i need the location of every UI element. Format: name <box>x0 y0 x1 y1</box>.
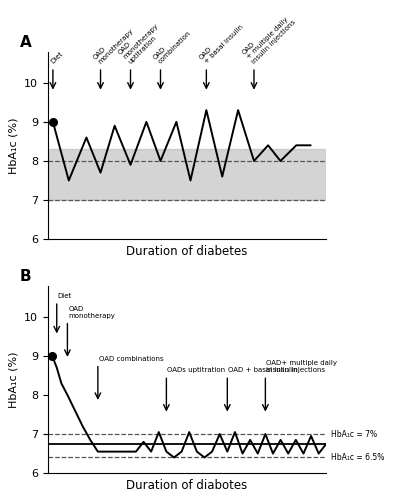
Text: OAD
monotherapy: OAD monotherapy <box>92 23 134 65</box>
X-axis label: Duration of diabetes: Duration of diabetes <box>126 244 248 258</box>
Text: B: B <box>20 268 31 283</box>
Text: Diet: Diet <box>50 51 64 65</box>
Text: Diet: Diet <box>57 293 72 299</box>
Y-axis label: HbA₁c (%): HbA₁c (%) <box>8 351 18 408</box>
Text: HbA₁c = 6.5%: HbA₁c = 6.5% <box>331 453 384 462</box>
Text: A: A <box>20 34 31 50</box>
X-axis label: Duration of diabotes: Duration of diabotes <box>126 478 248 492</box>
Text: OAD
combination: OAD combination <box>152 25 192 65</box>
Text: OAD + basal insulin: OAD + basal insulin <box>228 368 298 374</box>
Text: OAD
+ multiple daily
insulin injections: OAD + multiple daily insulin injections <box>241 10 297 65</box>
Bar <box>48 149 326 200</box>
Text: OAD combinations: OAD combinations <box>99 356 163 362</box>
Text: OAD
monotherapy: OAD monotherapy <box>68 306 115 318</box>
Y-axis label: HbA₁c (%): HbA₁c (%) <box>8 117 18 173</box>
Text: OAD
monotherapy
uptitration: OAD monotherapy uptitration <box>117 18 165 65</box>
Text: OAD
+ basal insulin: OAD + basal insulin <box>198 19 244 65</box>
Text: HbA₁c = 7%: HbA₁c = 7% <box>331 430 377 438</box>
Text: OAD+ multiple daily
insulin injections: OAD+ multiple daily insulin injections <box>266 360 337 374</box>
Text: OADs uptitration: OADs uptitration <box>167 368 225 374</box>
